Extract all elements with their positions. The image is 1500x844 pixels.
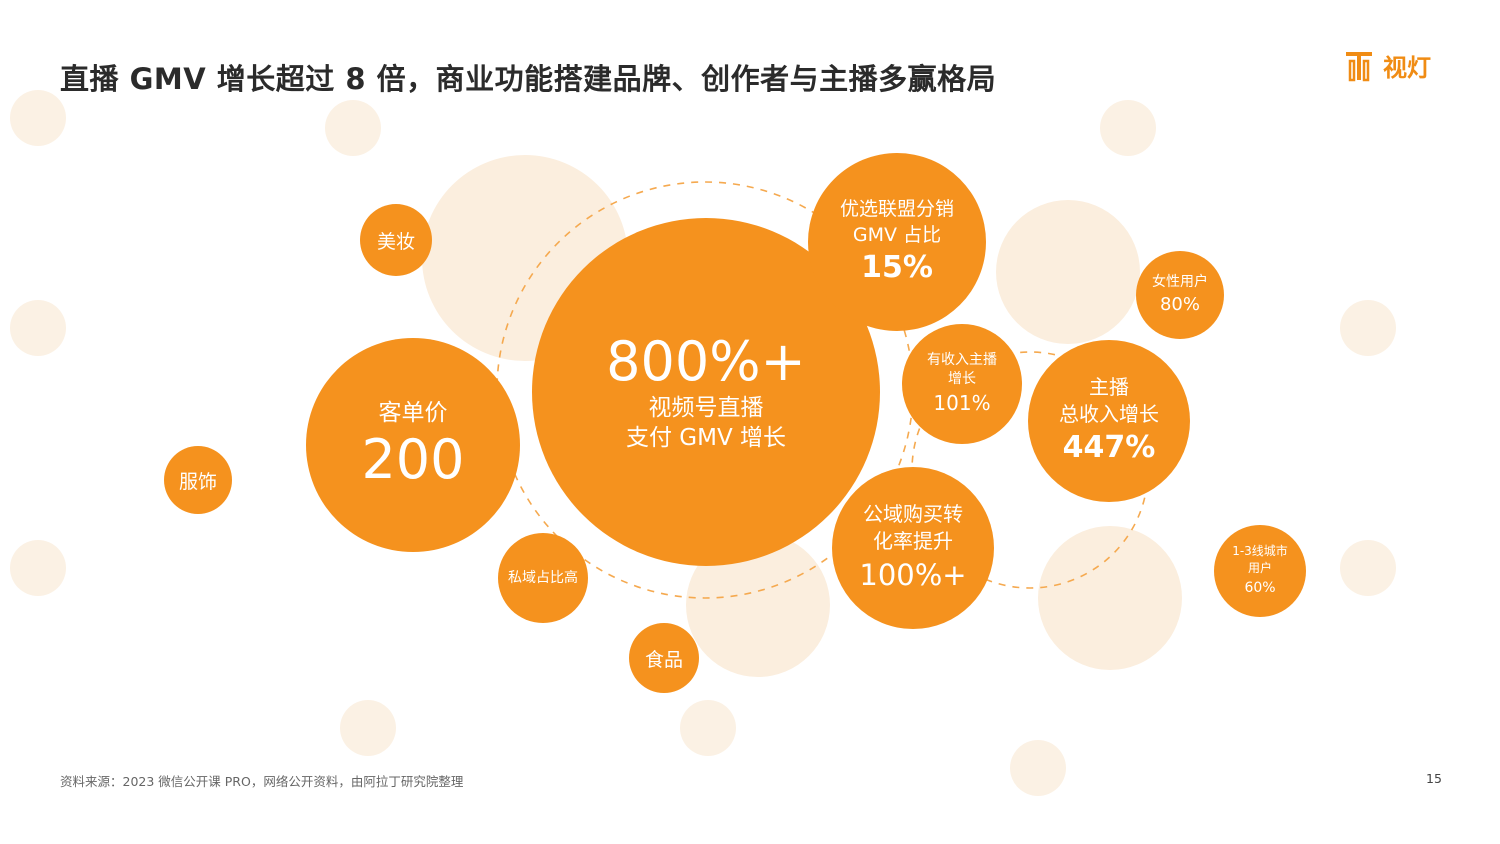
bubble-label: 增长 [948, 371, 976, 387]
bubble-total-income: 主播 总收入增长 447% [1028, 340, 1190, 502]
watermark-logo [340, 700, 396, 756]
watermark-logo [680, 700, 736, 756]
brand-logo: 视灯 [1343, 48, 1431, 83]
bubble-label: 客单价 [378, 400, 448, 426]
bubble-label: 视频号直播 [648, 395, 764, 421]
bubble-income-streamers: 有收入主播 增长 101% [902, 324, 1022, 444]
bubble-label: 用户 [1247, 561, 1272, 575]
bubble-value: 80% [1159, 294, 1200, 315]
bubble-value: 800%+ [606, 330, 806, 393]
watermark-logo [10, 540, 66, 596]
logo-text: 视灯 [1383, 54, 1431, 82]
bubble-female-users: 女性用户 80% [1136, 251, 1224, 339]
watermark-logo [1010, 740, 1066, 796]
bubble-private-domain: 私域占比高 [498, 533, 588, 623]
bubble-apparel: 服饰 [164, 446, 232, 514]
bubble-value: 60% [1244, 580, 1276, 596]
bubble-value: 15% [861, 250, 933, 285]
bubble-label: 主播 [1089, 375, 1129, 399]
bubble-label: 美妆 [376, 230, 415, 253]
bubble-value: 101% [933, 391, 991, 415]
bubble-beauty: 美妆 [360, 204, 432, 276]
bubble-label: 优选联盟分销 [839, 198, 954, 220]
bubble-label: 化率提升 [873, 529, 953, 553]
ghost-bubble [1038, 526, 1182, 670]
watermark-logo [1340, 300, 1396, 356]
bubble-value: 100%+ [859, 558, 967, 592]
watermark-logo [325, 100, 381, 156]
ghost-bubble [686, 533, 830, 677]
bubble-label: 支付 GMV 增长 [625, 425, 787, 451]
watermark-logo [1100, 100, 1156, 156]
watermark-logo [10, 90, 66, 146]
source-note: 资料来源：2023 微信公开课 PRO，网络公开资料，由阿拉丁研究院整理 [60, 774, 464, 789]
bubble-label: GMV 占比 [852, 224, 942, 246]
bubble-label: 服饰 [178, 470, 217, 493]
bubble-city-users: 1-3线城市 用户 60% [1214, 525, 1306, 617]
bubble-food: 食品 [629, 623, 699, 693]
watermark-logo [10, 300, 66, 356]
tower-icon [1346, 51, 1372, 81]
bubble-label: 总收入增长 [1059, 402, 1159, 426]
bubble-average-price: 客单价 200 [306, 338, 520, 552]
bubble-label: 食品 [644, 648, 683, 671]
bubble-label: 私域占比高 [508, 570, 578, 586]
bubble-value: 200 [361, 428, 465, 491]
page-title: 直播 GMV 增长超过 8 倍，商业功能搭建品牌、创作者与主播多赢格局 [60, 62, 997, 96]
page-number: 15 [1426, 771, 1442, 786]
bubble-value: 447% [1062, 430, 1156, 465]
bubble-label: 女性用户 [1152, 274, 1208, 290]
watermark-logo [1340, 540, 1396, 596]
bubble-affiliate-share: 优选联盟分销 GMV 占比 15% [808, 153, 986, 331]
bubble-conversion-rate: 公域购买转 化率提升 100%+ [832, 467, 994, 629]
ghost-bubble [996, 200, 1140, 344]
bubble-label: 有收入主播 [927, 352, 997, 368]
bubble-label: 公域购买转 [863, 502, 963, 526]
bubble-label: 1-3线城市 [1232, 544, 1288, 558]
